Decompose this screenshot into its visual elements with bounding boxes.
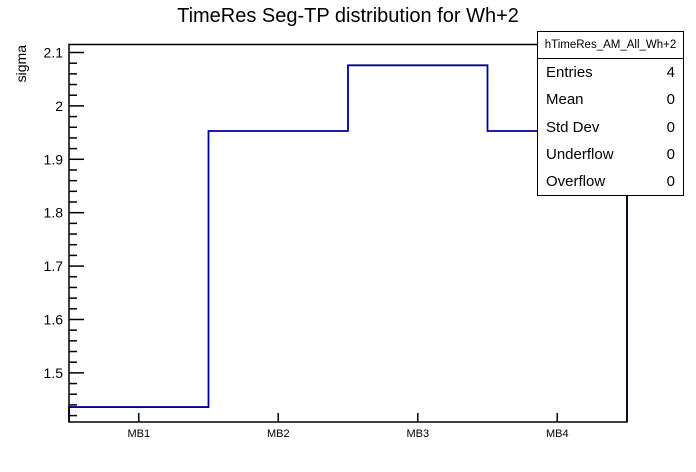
plot-frame	[68, 43, 628, 423]
stats-row-entries: Entries 4	[538, 59, 683, 86]
y-tick-label: 1.8	[44, 205, 64, 221]
stats-box-header: hTimeRes_AM_All_Wh+2	[538, 32, 683, 59]
stats-row-mean: Mean 0	[538, 86, 683, 113]
stats-row-underflow: Underflow 0	[538, 141, 683, 168]
stats-value: 0	[666, 145, 675, 163]
x-tick-label: MB1	[127, 428, 150, 440]
x-tick-label: MB2	[267, 428, 290, 440]
x-tick-label: MB3	[406, 428, 429, 440]
stats-row-stddev: Std Dev 0	[538, 113, 683, 140]
stats-box: hTimeRes_AM_All_Wh+2 Entries 4 Mean 0 St…	[537, 31, 684, 196]
stats-label: Underflow	[546, 145, 614, 163]
y-tick-label: 2	[55, 98, 63, 114]
stats-value: 0	[666, 118, 675, 136]
stats-label: Mean	[546, 91, 584, 109]
stats-value: 4	[666, 64, 675, 82]
stats-label: Std Dev	[546, 118, 600, 136]
stats-value: 0	[666, 172, 675, 190]
stats-label: Entries	[546, 64, 593, 82]
x-tick-label: MB4	[546, 428, 569, 440]
plot-title: TimeRes Seg-TP distribution for Wh+2	[177, 5, 519, 27]
y-tick-label: 1.9	[44, 151, 64, 167]
stats-value: 0	[666, 91, 675, 109]
y-tick-label: 1.6	[44, 311, 64, 327]
y-tick-label: 2.1	[44, 45, 64, 61]
y-tick-label: 1.7	[44, 258, 64, 274]
stats-label: Overflow	[546, 172, 606, 190]
stats-row-overflow: Overflow 0	[538, 168, 683, 195]
y-tick-label: 1.5	[44, 365, 64, 381]
